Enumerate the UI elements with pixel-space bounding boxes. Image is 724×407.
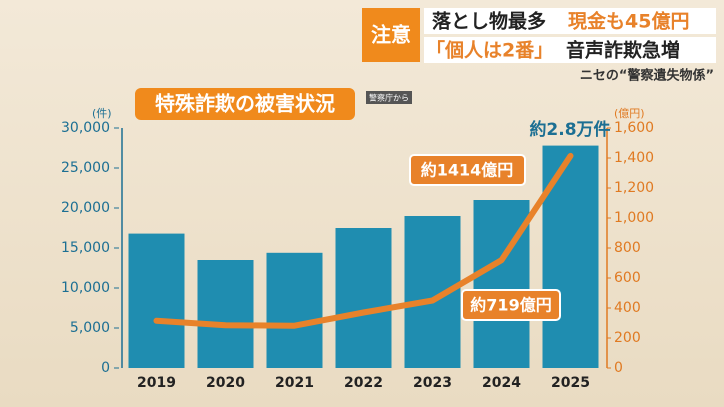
y-tick-label: 10,000: [61, 280, 110, 296]
x-tick-label: 2019: [137, 375, 176, 391]
bar: [266, 252, 323, 368]
annotation-box: [461, 289, 561, 321]
line: [153, 152, 574, 329]
bar: [542, 145, 599, 368]
y2-tick-label: 1,200: [614, 180, 654, 196]
headline: 音声詐欺急増: [566, 39, 680, 62]
y-tick-label: 30,000: [61, 120, 110, 136]
x-tick-label: 2021: [275, 375, 314, 391]
source-box: [366, 91, 412, 104]
y-tick-label: 15,000: [61, 240, 110, 256]
headline-box: [424, 8, 716, 34]
source: 警察庁から: [369, 93, 409, 103]
x-tick-label: 2023: [413, 375, 452, 391]
y-tick-label: 0: [101, 360, 110, 376]
y2-unit: (億円): [614, 107, 645, 120]
y-tick-label: 5,000: [70, 320, 110, 336]
y2-tick-label: 400: [614, 300, 641, 316]
badge: 注意: [371, 23, 411, 47]
subtitle: ニセの“警察遺失物係”: [580, 68, 714, 84]
y2-tick-label: 0: [614, 360, 623, 376]
badge-box: [362, 8, 420, 62]
headline: 「個人は2番」: [426, 39, 553, 62]
bar: [197, 260, 254, 368]
annotation-box: [409, 154, 526, 186]
headline-box: [424, 37, 716, 63]
y-tick-label: 25,000: [61, 160, 110, 176]
y2-tick-label: 200: [614, 330, 641, 346]
y2-tick-label: 1,600: [614, 120, 654, 136]
x-tick-label: 2025: [551, 375, 590, 391]
x-tick-label: 2020: [206, 375, 245, 391]
y2-tick-label: 1,400: [614, 150, 654, 166]
bar: [335, 228, 392, 368]
annotation: 約2.8万件: [529, 119, 610, 140]
y2-tick-label: 600: [614, 270, 641, 286]
y-unit: (件): [92, 107, 112, 120]
y2-tick-label: 800: [614, 240, 641, 256]
y-tick-label: 20,000: [61, 200, 110, 216]
x-tick-label: 2022: [344, 375, 383, 391]
title-box: [135, 88, 355, 120]
bar: [128, 233, 185, 368]
headline: 落とし物最多: [432, 10, 546, 33]
annotation: 約1414億円: [421, 161, 514, 180]
x-tick-label: 2024: [482, 375, 521, 391]
headline: 現金も45億円: [568, 10, 689, 33]
chart-title: 特殊詐欺の被害状況: [155, 92, 335, 116]
annotation: 約719億円: [470, 296, 551, 315]
y2-tick-label: 1,000: [614, 210, 654, 226]
